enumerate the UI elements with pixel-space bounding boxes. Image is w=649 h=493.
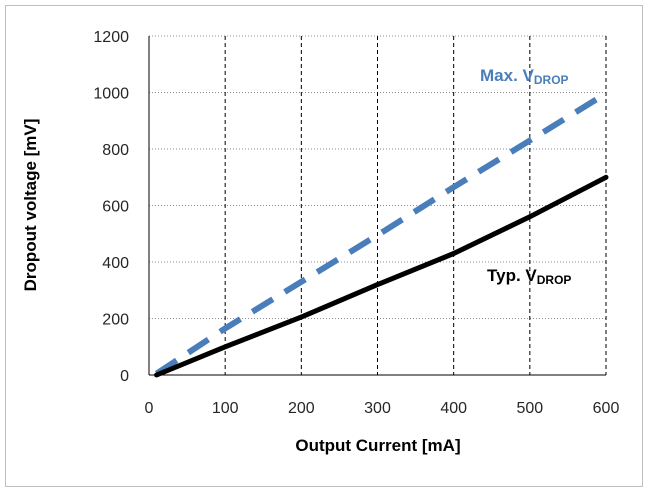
y-tick-label: 600 [102,199,129,216]
x-tick-label: 600 [593,400,620,417]
y-tick-label: 200 [102,312,129,329]
series-label-max: Max. VDROP [480,66,569,87]
y-tick-label: 1200 [93,29,129,46]
y-tick-label: 800 [102,142,129,159]
y-tick-label: 1000 [93,86,129,103]
series-label-typ: Typ. VDROP [487,266,571,287]
x-tick-label: 300 [364,400,391,417]
x-tick-label: 100 [212,400,239,417]
x-tick-label: 0 [145,400,154,417]
x-axis-title: Output Current [mA] [295,436,460,455]
y-tick-label: 400 [102,255,129,272]
y-axis-title: Dropout voltage [mV] [21,119,40,292]
x-tick-label: 400 [440,400,467,417]
x-tick-label: 500 [516,400,543,417]
y-tick-label: 0 [120,368,129,385]
x-tick-label: 200 [288,400,315,417]
